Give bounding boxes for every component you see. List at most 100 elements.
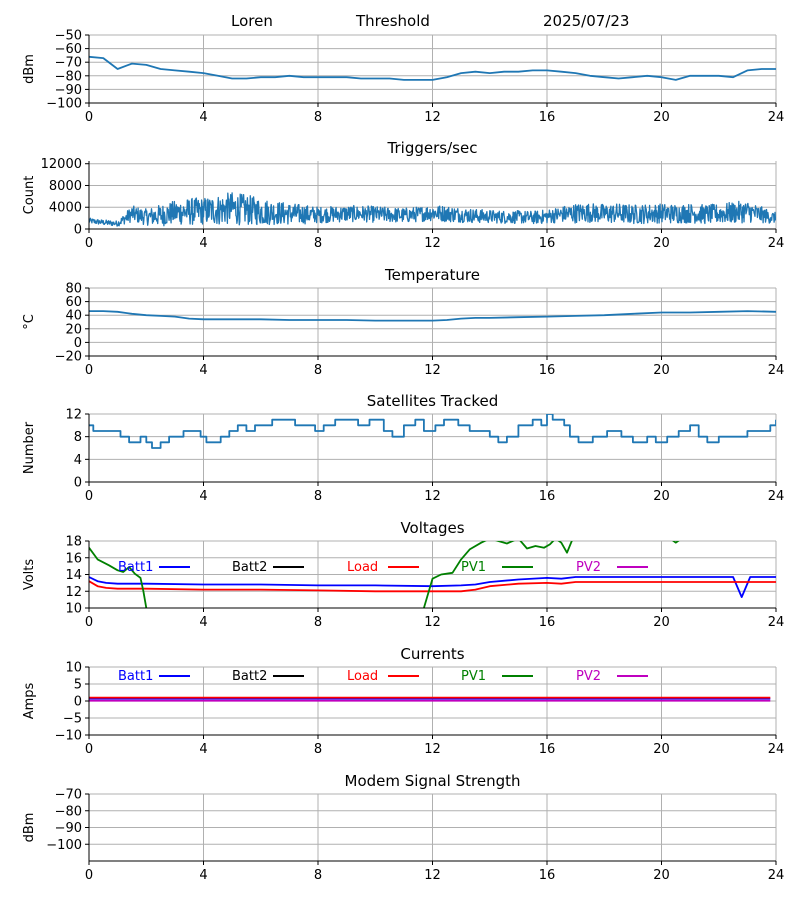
y-tick-label: 18 [65, 535, 82, 550]
x-tick-label: 12 [424, 363, 441, 378]
y-tick-label: 14 [65, 568, 82, 583]
x-tick-label: 0 [85, 363, 93, 378]
x-tick-label: 24 [768, 363, 785, 378]
x-tick-label: 0 [85, 236, 93, 251]
x-tick-label: 0 [85, 868, 93, 883]
x-tick-label: 16 [539, 742, 556, 757]
x-tick-label: 8 [314, 615, 322, 630]
legend-label: PV2 [576, 560, 601, 575]
x-tick-label: 8 [314, 363, 322, 378]
legend-label: PV1 [461, 560, 486, 575]
x-tick-label: 20 [653, 110, 670, 125]
x-tick-label: 0 [85, 110, 93, 125]
x-tick-label: 20 [653, 868, 670, 883]
x-tick-label: 4 [199, 363, 207, 378]
chart-panel-1 [85, 34, 777, 107]
y-tick-label: 12 [65, 585, 82, 600]
series-line-pv1 [423, 541, 573, 608]
x-tick-label: 24 [768, 236, 785, 251]
x-tick-label: 12 [424, 742, 441, 757]
y-tick-label: 5 [74, 678, 82, 693]
series-line [89, 192, 776, 227]
x-tick-label: 0 [85, 489, 93, 504]
chart-panel-4 [85, 413, 777, 486]
x-tick-label: 12 [424, 110, 441, 125]
y-tick-label: −60 [55, 42, 82, 57]
chart-title: Voltages [400, 519, 464, 537]
chart-panel-2 [85, 161, 777, 233]
y-tick-label: 80 [65, 282, 82, 297]
x-tick-label: 4 [199, 236, 207, 251]
x-tick-label: 16 [539, 236, 556, 251]
chart-title: Currents [400, 645, 464, 663]
x-tick-label: 4 [199, 110, 207, 125]
y-axis-label: Volts [22, 559, 37, 591]
x-tick-label: 8 [314, 110, 322, 125]
y-tick-label: −5 [63, 712, 82, 727]
x-tick-label: 12 [424, 615, 441, 630]
x-tick-label: 16 [539, 489, 556, 504]
y-axis-label: Count [22, 176, 37, 215]
x-tick-label: 16 [539, 615, 556, 630]
y-tick-label: 10 [65, 661, 82, 676]
x-tick-label: 20 [653, 615, 670, 630]
legend-label: PV2 [576, 669, 601, 684]
legend-label: Batt1 [118, 560, 153, 575]
y-tick-label: 8000 [49, 179, 82, 194]
chart-panel-7 [85, 793, 777, 865]
x-tick-label: 8 [314, 236, 322, 251]
x-tick-label: 8 [314, 868, 322, 883]
legend-label: Batt2 [232, 669, 267, 684]
y-tick-label: 12000 [41, 157, 82, 172]
y-axis-label: dBm [22, 54, 37, 84]
series-line-pv1 [671, 541, 680, 544]
x-tick-label: 20 [653, 236, 670, 251]
y-tick-label: −100 [46, 838, 82, 853]
y-tick-label: 8 [74, 430, 82, 445]
y-tick-label: 0 [74, 336, 82, 351]
series-line [89, 310, 776, 322]
chart-panel-6 [85, 666, 777, 739]
y-tick-label: 20 [65, 322, 82, 337]
y-tick-label: −70 [55, 788, 82, 803]
header-mode: Threshold [356, 12, 430, 30]
x-tick-label: 16 [539, 868, 556, 883]
y-axis-label: °C [22, 314, 37, 330]
x-tick-label: 24 [768, 110, 785, 125]
x-tick-label: 16 [539, 110, 556, 125]
y-tick-label: 0 [74, 695, 82, 710]
y-tick-label: −90 [55, 83, 82, 98]
x-tick-label: 0 [85, 615, 93, 630]
chart-title: Temperature [384, 266, 480, 284]
y-tick-label: 0 [74, 476, 82, 491]
series-line-pv1 [89, 547, 148, 608]
legend-label: Batt1 [118, 669, 153, 684]
y-tick-label: 60 [65, 295, 82, 310]
x-tick-label: 24 [768, 615, 785, 630]
y-tick-label: −10 [55, 729, 82, 744]
series-line-batt1 [89, 576, 776, 598]
x-tick-label: 24 [768, 489, 785, 504]
x-tick-label: 8 [314, 489, 322, 504]
y-tick-label: −90 [55, 821, 82, 836]
chart-title: Triggers/sec [387, 139, 478, 157]
chart-panel-3 [85, 287, 777, 360]
x-tick-label: 4 [199, 868, 207, 883]
legend-label: Load [347, 560, 378, 575]
x-tick-label: 20 [653, 363, 670, 378]
y-tick-label: −100 [46, 97, 82, 112]
x-tick-label: 4 [199, 489, 207, 504]
series-line [89, 414, 776, 449]
y-tick-label: −70 [55, 56, 82, 71]
x-tick-label: 4 [199, 742, 207, 757]
y-tick-label: 4 [74, 453, 82, 468]
x-tick-label: 24 [768, 742, 785, 757]
y-tick-label: 0 [74, 223, 82, 238]
y-tick-label: 4000 [49, 201, 82, 216]
series-line-load [89, 580, 776, 593]
y-tick-label: 12 [65, 408, 82, 423]
x-tick-label: 20 [653, 489, 670, 504]
x-tick-label: 0 [85, 742, 93, 757]
x-tick-label: 4 [199, 615, 207, 630]
